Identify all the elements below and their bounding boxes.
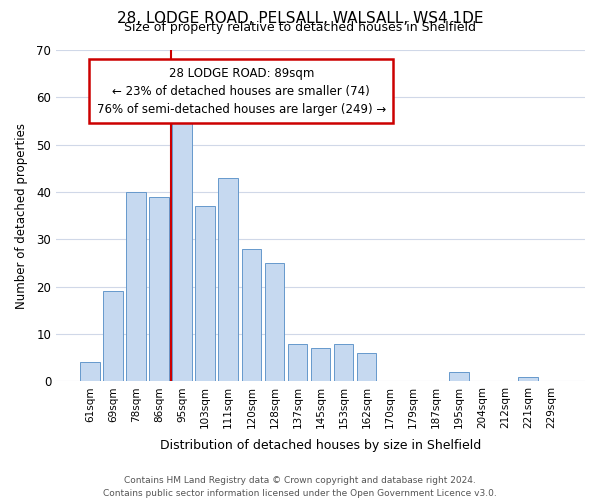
Text: 28 LODGE ROAD: 89sqm
← 23% of detached houses are smaller (74)
76% of semi-detac: 28 LODGE ROAD: 89sqm ← 23% of detached h… xyxy=(97,66,386,116)
Bar xyxy=(357,353,376,382)
Bar xyxy=(265,263,284,382)
Bar xyxy=(149,197,169,382)
Bar xyxy=(218,178,238,382)
Text: Contains HM Land Registry data © Crown copyright and database right 2024.
Contai: Contains HM Land Registry data © Crown c… xyxy=(103,476,497,498)
Bar xyxy=(242,249,261,382)
Bar xyxy=(126,192,146,382)
Text: 28, LODGE ROAD, PELSALL, WALSALL, WS4 1DE: 28, LODGE ROAD, PELSALL, WALSALL, WS4 1D… xyxy=(117,11,483,26)
Text: Size of property relative to detached houses in Shelfield: Size of property relative to detached ho… xyxy=(124,22,476,35)
Bar xyxy=(172,121,192,382)
Y-axis label: Number of detached properties: Number of detached properties xyxy=(15,122,28,308)
Bar xyxy=(103,292,123,382)
Bar xyxy=(80,362,100,382)
Bar xyxy=(196,206,215,382)
Bar xyxy=(449,372,469,382)
Bar xyxy=(311,348,331,382)
Bar xyxy=(287,344,307,382)
Bar xyxy=(334,344,353,382)
Bar xyxy=(518,376,538,382)
X-axis label: Distribution of detached houses by size in Shelfield: Distribution of detached houses by size … xyxy=(160,440,481,452)
